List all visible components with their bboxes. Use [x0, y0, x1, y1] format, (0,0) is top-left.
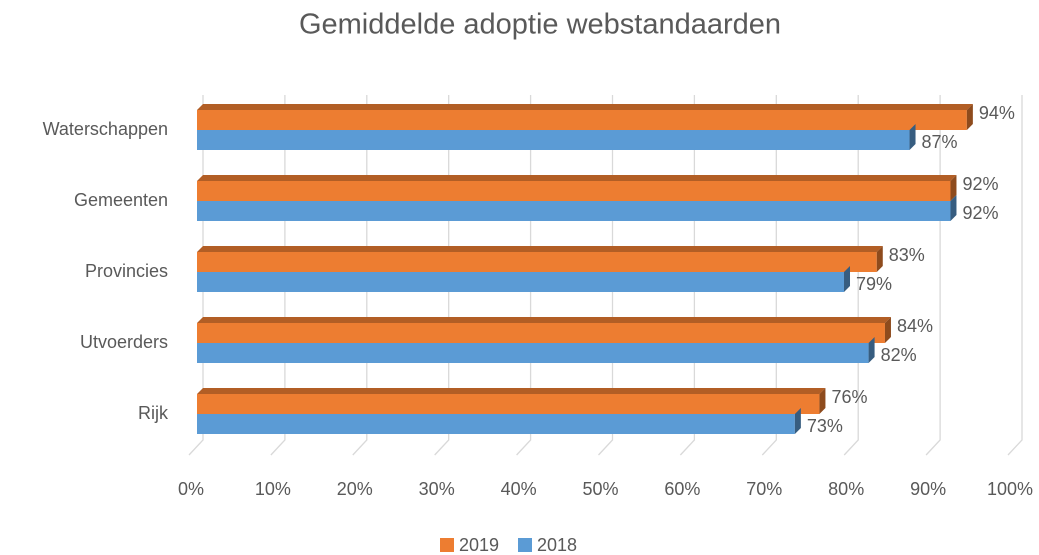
bar-top: [197, 175, 957, 181]
bar-top: [197, 388, 826, 394]
value-label: 94%: [979, 103, 1015, 123]
bar-side: [966, 104, 973, 130]
bar: [197, 246, 883, 272]
bar-front: [197, 323, 885, 343]
bar-top: [197, 104, 973, 110]
bar: [197, 337, 875, 363]
value-label: 79%: [856, 274, 892, 294]
bar-front: [197, 414, 795, 434]
bar: [197, 195, 957, 221]
value-label: 87%: [922, 132, 958, 152]
bar-side: [868, 337, 875, 363]
x-tick-label: 0%: [178, 479, 204, 499]
x-tick-label: 40%: [501, 479, 537, 499]
bar-top: [197, 317, 891, 323]
bar-side: [794, 408, 801, 434]
value-label: 92%: [962, 203, 998, 223]
value-label: 83%: [889, 245, 925, 265]
bar-side: [950, 195, 957, 221]
bar: [197, 388, 826, 414]
x-tick-label: 20%: [337, 479, 373, 499]
x-tick-label: 90%: [910, 479, 946, 499]
bar-side: [844, 266, 851, 292]
bar-front: [197, 343, 869, 363]
bar-side: [909, 124, 916, 150]
value-label: 82%: [881, 345, 917, 365]
legend-swatch: [518, 538, 532, 552]
bar-top: [197, 246, 883, 252]
x-tick-label: 80%: [828, 479, 864, 499]
x-tick-label: 30%: [419, 479, 455, 499]
value-label: 73%: [807, 416, 843, 436]
bar-front: [197, 201, 951, 221]
y-tick-label: Provincies: [85, 261, 168, 281]
x-tick-label: 100%: [987, 479, 1033, 499]
y-tick-label: Waterschappen: [43, 119, 168, 139]
bar: [197, 104, 973, 130]
value-label: 84%: [897, 316, 933, 336]
legend-swatch: [440, 538, 454, 552]
y-tick-label: Utvoerders: [80, 332, 168, 352]
bar-side: [876, 246, 883, 272]
bar-front: [197, 181, 951, 201]
bar: [197, 266, 851, 292]
grid-line: [1007, 95, 1023, 456]
y-tick-label: Gemeenten: [74, 190, 168, 210]
bar-front: [197, 110, 967, 130]
bar: [197, 175, 957, 201]
x-tick-label: 10%: [255, 479, 291, 499]
bar-side: [950, 175, 957, 201]
bar: [197, 317, 891, 343]
bar-side: [884, 317, 891, 343]
bar: [197, 124, 916, 150]
bar-side: [819, 388, 826, 414]
x-tick-label: 70%: [746, 479, 782, 499]
value-label: 92%: [962, 174, 998, 194]
bar-front: [197, 394, 820, 414]
x-tick-label: 50%: [582, 479, 618, 499]
legend-label: 2019: [459, 535, 499, 555]
value-label: 76%: [831, 387, 867, 407]
bar-front: [197, 252, 877, 272]
bar-front: [197, 130, 910, 150]
chart-title: Gemiddelde adoptie webstandaarden: [299, 9, 781, 41]
bar-front: [197, 272, 845, 292]
x-tick-label: 60%: [664, 479, 700, 499]
y-tick-label: Rijk: [138, 403, 169, 423]
bar: [197, 408, 801, 434]
legend-label: 2018: [537, 535, 577, 555]
